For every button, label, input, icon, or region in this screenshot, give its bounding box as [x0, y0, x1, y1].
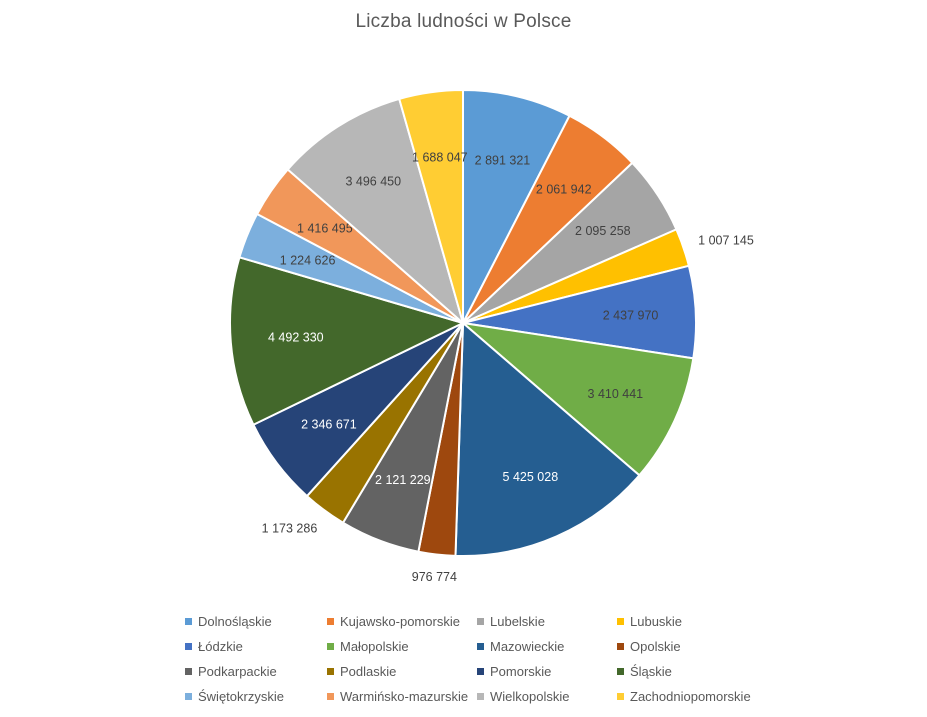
legend-label: Zachodniopomorskie — [630, 688, 751, 704]
data-label-15: 1 688 047 — [412, 150, 468, 164]
legend-label: Lubuskie — [630, 613, 683, 629]
legend-swatch — [617, 617, 624, 625]
legend-item: Dolnośląskie — [185, 612, 327, 630]
legend-label: Opolskie — [630, 638, 681, 654]
legend-swatch — [185, 617, 192, 625]
legend-swatch — [185, 642, 192, 650]
data-label-1: 2 061 942 — [536, 182, 592, 196]
data-label-7: 976 774 — [412, 570, 457, 584]
data-label-3: 1 007 145 — [698, 234, 754, 248]
legend-item: Zachodniopomorskie — [617, 687, 777, 705]
legend-label: Warmińsko-mazurskie — [340, 688, 469, 704]
pie-slice-0 — [462, 88, 571, 324]
legend-label: Lubelskie — [490, 613, 545, 629]
legend-swatch — [327, 667, 334, 675]
legend-label: Małopolskie — [340, 638, 409, 654]
legend-swatch — [477, 617, 484, 625]
data-label-5: 3 410 441 — [588, 387, 644, 401]
legend-label: Kujawsko-pomorskie — [340, 613, 460, 629]
legend-label: Świętokrzyskie — [198, 688, 284, 704]
data-label-10: 2 346 671 — [301, 417, 357, 431]
pie-slice-5 — [459, 321, 695, 477]
legend-label: Wielkopolskie — [490, 688, 570, 704]
legend-swatch — [327, 692, 334, 700]
legend-label: Dolnośląskie — [198, 613, 272, 629]
legend-swatch — [327, 642, 334, 650]
pie-slice-11 — [229, 256, 466, 427]
data-label-11: 4 492 330 — [268, 330, 324, 344]
data-label-8: 2 121 229 — [375, 473, 431, 487]
legend-item: Podkarpackie — [185, 662, 327, 680]
legend-item: Małopolskie — [327, 637, 477, 655]
legend-swatch — [617, 667, 624, 675]
legend-item: Warmińsko-mazurskie — [327, 687, 477, 705]
legend-item: Podlaskie — [327, 662, 477, 680]
legend-label: Pomorskie — [490, 663, 552, 679]
data-label-4: 2 437 970 — [603, 308, 659, 322]
legend-item: Mazowieckie — [477, 637, 617, 655]
legend-swatch — [185, 667, 192, 675]
legend-swatch — [617, 692, 624, 700]
legend: Dolnośląskie Kujawsko-pomorskie Lubelskie L… — [185, 612, 785, 705]
pie-slice-15 — [398, 88, 464, 324]
pie-slice-6 — [454, 320, 641, 557]
legend-item: Kujawsko-pomorskie — [327, 612, 477, 630]
legend-swatch — [477, 667, 484, 675]
legend-label: Łódzkie — [198, 638, 243, 654]
legend-label: Śląskie — [630, 663, 672, 679]
legend-label: Podkarpackie — [198, 663, 277, 679]
chart-title: Liczba ludności w Polsce — [355, 11, 572, 32]
legend-label: Podlaskie — [340, 663, 397, 679]
data-label-0: 2 891 321 — [475, 153, 531, 167]
legend-item: Śląskie — [617, 662, 777, 680]
legend-item: Pomorskie — [477, 662, 617, 680]
legend-item: Wielkopolskie — [477, 687, 617, 705]
legend-item: Świętokrzyskie — [185, 687, 327, 705]
legend-swatch — [185, 692, 192, 700]
pie-slice-14 — [286, 97, 465, 326]
legend-item: Lubelskie — [477, 612, 617, 630]
data-label-6: 5 425 028 — [503, 470, 559, 484]
data-label-2: 2 095 258 — [575, 224, 631, 238]
legend-swatch — [617, 642, 624, 650]
legend-swatch — [327, 617, 334, 625]
legend-item: Łódzkie — [185, 637, 327, 655]
data-label-12: 1 224 626 — [280, 253, 336, 267]
data-label-9: 1 173 286 — [262, 521, 318, 535]
data-label-13: 1 416 495 — [297, 221, 353, 235]
legend-item: Lubuskie — [617, 612, 777, 630]
legend-swatch — [477, 692, 484, 700]
data-label-14: 3 496 450 — [345, 175, 401, 189]
legend-swatch — [477, 642, 484, 650]
legend-label: Mazowieckie — [490, 638, 565, 654]
legend-item: Opolskie — [617, 637, 777, 655]
